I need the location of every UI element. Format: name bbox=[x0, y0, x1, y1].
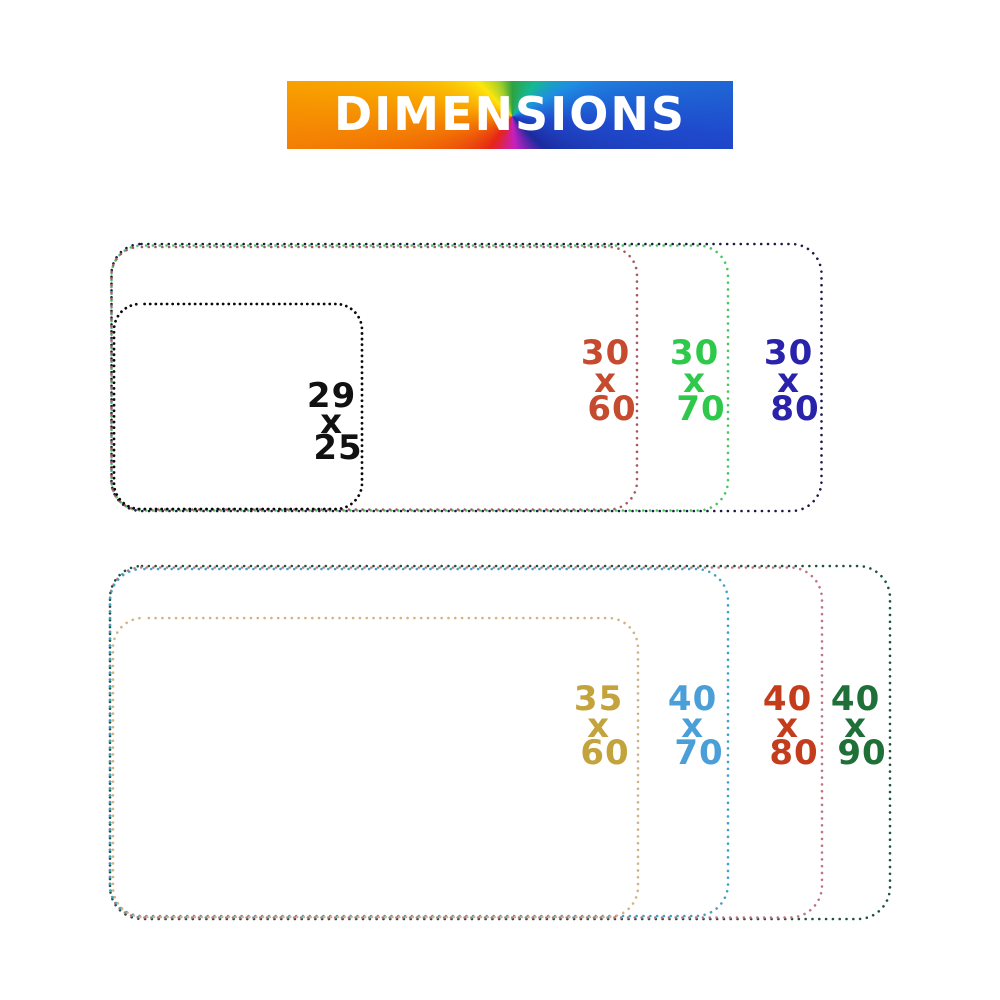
size-outline-35x60 bbox=[111, 616, 640, 919]
size-outline-30x60 bbox=[110, 245, 639, 511]
top-size-group: 29 x 25 30 x 60 30 x 70 30 x 80 bbox=[110, 242, 826, 513]
size-outline-29x25 bbox=[112, 302, 364, 511]
dimensions-banner: DIMENSIONS bbox=[287, 81, 733, 149]
size-outline-30x70 bbox=[110, 244, 730, 512]
size-label-40x70: 40 x 70 bbox=[668, 679, 730, 773]
size-label-29x25: 29 x 25 bbox=[307, 376, 369, 468]
size-label-30x70: 30 x 70 bbox=[670, 333, 732, 429]
size-label-40x80: 40 x 80 bbox=[763, 679, 825, 773]
size-label-40x90: 40 x 90 bbox=[831, 679, 893, 773]
size-outline-40x90 bbox=[108, 564, 892, 921]
size-label-35x60: 35 x 60 bbox=[574, 679, 636, 773]
size-outline-40x70 bbox=[108, 567, 730, 918]
size-label-30x60: 30 x 60 bbox=[581, 333, 643, 429]
size-outline-40x80 bbox=[108, 566, 824, 919]
size-label-30x80: 30 x 80 bbox=[764, 333, 826, 429]
bottom-size-group: 35 x 60 40 x 70 40 x 80 40 x 90 bbox=[108, 564, 893, 921]
banner-title: DIMENSIONS bbox=[334, 87, 686, 141]
